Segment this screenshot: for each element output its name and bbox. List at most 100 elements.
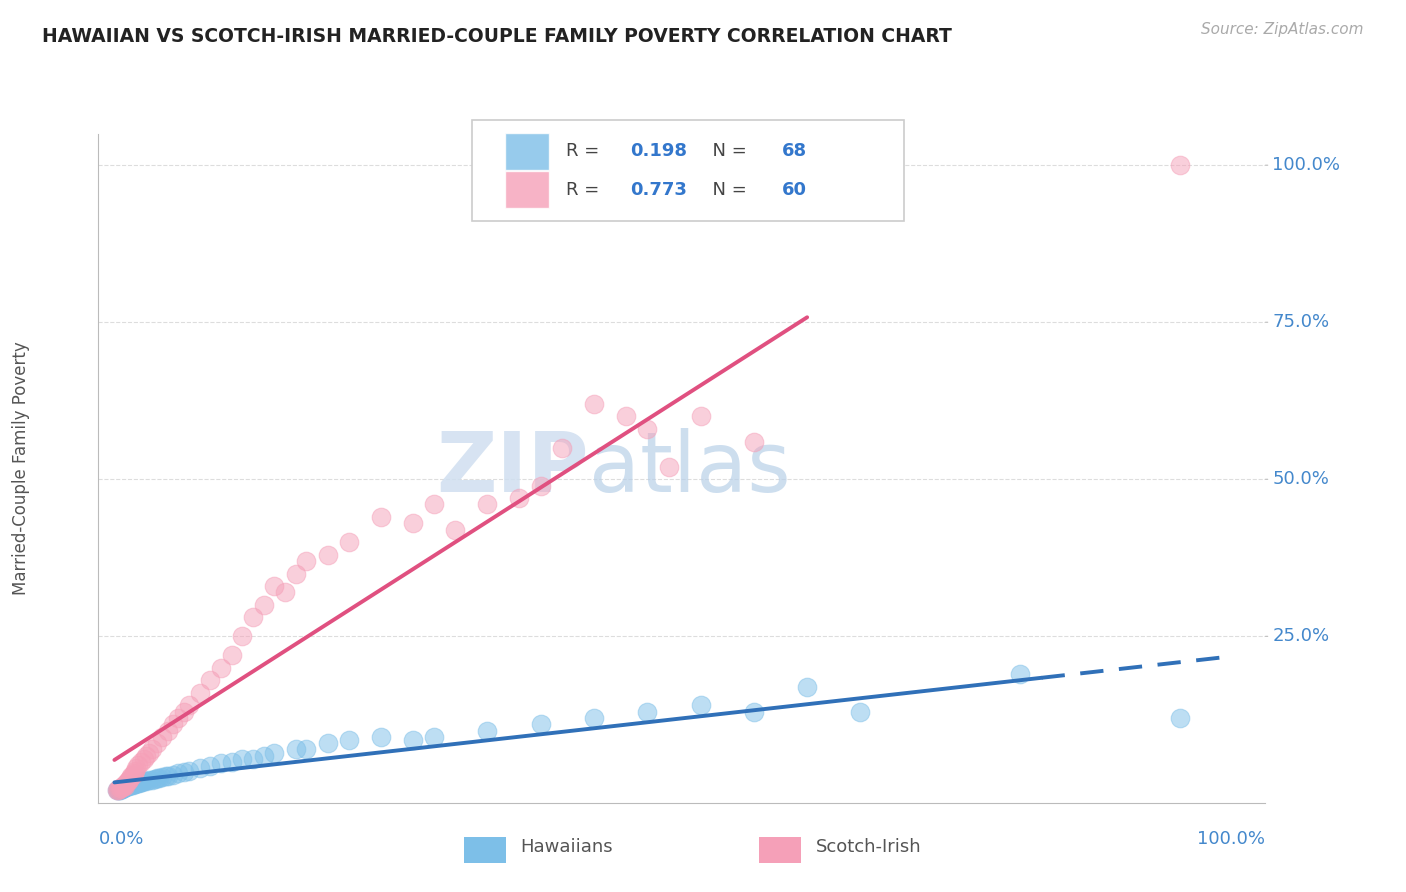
Point — [551, 441, 574, 455]
FancyBboxPatch shape — [505, 133, 548, 169]
Point — [112, 779, 135, 793]
Text: 75.0%: 75.0% — [1272, 313, 1330, 331]
Point — [402, 733, 425, 747]
Point — [231, 752, 253, 766]
Point — [141, 742, 163, 756]
Point — [111, 780, 134, 794]
Text: HAWAIIAN VS SCOTCH-IRISH MARRIED-COUPLE FAMILY POVERTY CORRELATION CHART: HAWAIIAN VS SCOTCH-IRISH MARRIED-COUPLE … — [42, 27, 952, 45]
Point — [370, 510, 392, 524]
Point — [530, 717, 553, 731]
Text: R =: R = — [567, 181, 606, 199]
Text: 60: 60 — [782, 181, 807, 199]
Point — [337, 733, 360, 747]
Point — [477, 723, 499, 738]
Point — [423, 730, 446, 744]
Point — [117, 779, 139, 793]
Point — [636, 705, 658, 719]
Point — [131, 775, 153, 789]
Point — [143, 772, 166, 786]
Point — [295, 554, 318, 568]
Point — [122, 777, 145, 791]
Point — [209, 661, 232, 675]
Point — [121, 778, 143, 792]
Point — [114, 780, 136, 794]
Point — [146, 736, 169, 750]
Text: N =: N = — [700, 181, 752, 199]
Point — [127, 758, 149, 772]
Point — [141, 772, 163, 787]
Point — [200, 673, 222, 688]
Text: 100.0%: 100.0% — [1198, 830, 1265, 847]
Point — [107, 783, 129, 797]
Point — [209, 756, 232, 771]
Point — [423, 497, 446, 511]
Point — [125, 776, 148, 790]
Point — [148, 771, 170, 785]
Text: Source: ZipAtlas.com: Source: ZipAtlas.com — [1201, 22, 1364, 37]
Point — [155, 769, 177, 783]
FancyBboxPatch shape — [505, 171, 548, 208]
Point — [231, 629, 253, 643]
Point — [117, 773, 139, 788]
Point — [110, 782, 132, 797]
Point — [108, 782, 131, 797]
Text: Hawaiians: Hawaiians — [520, 838, 613, 856]
Point — [337, 535, 360, 549]
Point — [134, 774, 156, 789]
Point — [796, 680, 818, 694]
Point — [138, 746, 160, 760]
Point — [107, 782, 129, 797]
Text: atlas: atlas — [589, 428, 790, 508]
Point — [115, 780, 138, 794]
Point — [284, 742, 307, 756]
Point — [370, 730, 392, 744]
Point — [295, 742, 318, 756]
Point — [162, 717, 184, 731]
Point — [1010, 667, 1032, 681]
Point — [263, 579, 285, 593]
Text: ZIP: ZIP — [436, 428, 589, 508]
Point — [530, 478, 553, 492]
Point — [477, 497, 499, 511]
Point — [120, 771, 142, 785]
Point — [120, 778, 142, 792]
Point — [658, 459, 681, 474]
Point — [128, 775, 150, 789]
Point — [188, 686, 211, 700]
Text: 50.0%: 50.0% — [1272, 470, 1329, 488]
FancyBboxPatch shape — [472, 120, 904, 221]
Point — [118, 779, 141, 793]
Point — [111, 780, 134, 795]
Point — [120, 769, 142, 783]
Point — [444, 523, 467, 537]
Point — [105, 783, 128, 797]
Point — [125, 776, 148, 790]
Point — [114, 777, 136, 791]
Point — [252, 748, 274, 763]
Text: R =: R = — [567, 143, 606, 161]
Text: 0.773: 0.773 — [630, 181, 688, 199]
Point — [263, 746, 285, 760]
Point — [173, 764, 195, 779]
Point — [124, 764, 146, 779]
Text: Married-Couple Family Poverty: Married-Couple Family Poverty — [13, 342, 30, 595]
Point — [110, 780, 132, 795]
Point — [167, 766, 190, 780]
Point — [127, 775, 149, 789]
Point — [316, 548, 339, 562]
Point — [252, 598, 274, 612]
Point — [156, 723, 179, 738]
Point — [134, 752, 156, 766]
Point — [177, 698, 200, 713]
Point — [138, 773, 160, 788]
Point — [162, 767, 184, 781]
Point — [135, 748, 157, 763]
Text: 68: 68 — [782, 143, 807, 161]
Point — [1168, 711, 1191, 725]
Point — [108, 782, 131, 797]
Text: Scotch-Irish: Scotch-Irish — [815, 838, 921, 856]
Point — [115, 775, 138, 789]
Point — [167, 711, 190, 725]
Point — [849, 705, 872, 719]
Point — [114, 780, 136, 794]
